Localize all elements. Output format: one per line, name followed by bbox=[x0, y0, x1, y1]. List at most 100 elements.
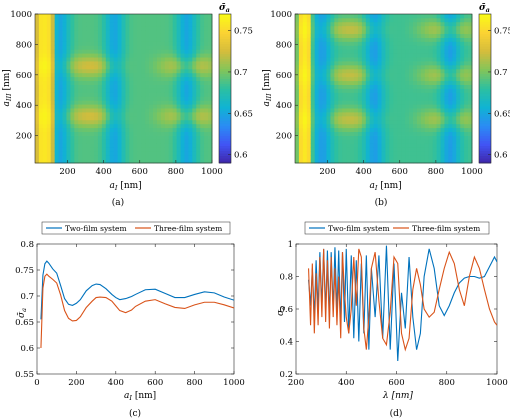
heatmap-cell bbox=[133, 108, 138, 113]
heatmap-cell bbox=[149, 147, 154, 152]
heatmap-cell bbox=[444, 127, 449, 133]
heatmap-cell bbox=[318, 159, 323, 164]
legend-entry: Three-film system bbox=[412, 224, 480, 233]
heatmap-cell bbox=[94, 155, 99, 160]
heatmap-cell bbox=[109, 135, 115, 140]
heatmap-cell bbox=[153, 61, 158, 66]
heatmap-cell bbox=[393, 64, 398, 70]
heatmap-cell bbox=[464, 155, 469, 160]
heatmap-cell bbox=[460, 139, 465, 144]
heatmap-cell bbox=[192, 14, 197, 19]
heatmap-cell bbox=[405, 119, 410, 125]
heatmap-cell bbox=[82, 123, 87, 129]
heatmap-cell bbox=[204, 68, 209, 74]
heatmap-cell bbox=[322, 127, 327, 133]
heatmap-cell bbox=[137, 72, 142, 78]
heatmap-cell bbox=[121, 108, 126, 113]
heatmap-cell bbox=[141, 92, 146, 97]
heatmap-cell bbox=[354, 53, 359, 58]
heatmap-cell bbox=[456, 123, 461, 129]
heatmap-cell bbox=[385, 159, 390, 164]
heatmap-cell bbox=[125, 115, 130, 121]
heatmap-cell bbox=[342, 96, 347, 101]
heatmap-cell bbox=[149, 25, 154, 31]
heatmap-cell bbox=[369, 61, 375, 66]
heatmap-cell bbox=[62, 76, 67, 82]
heatmap-cell bbox=[420, 159, 426, 164]
heatmap-cell bbox=[137, 155, 142, 160]
colorbar-segment bbox=[219, 93, 231, 97]
heatmap-cell bbox=[172, 57, 177, 62]
heatmap-cell bbox=[468, 76, 473, 82]
heatmap-cell bbox=[338, 21, 343, 27]
heatmap-cell bbox=[295, 100, 300, 105]
heatmap-cell bbox=[381, 104, 386, 109]
heatmap-cell bbox=[346, 80, 351, 85]
colorbar-tick-label: 0.7 bbox=[494, 68, 508, 78]
heatmap-cell bbox=[432, 68, 437, 74]
heatmap-cell bbox=[192, 159, 197, 164]
heatmap-cell bbox=[160, 96, 166, 101]
heatmap-cell bbox=[160, 72, 166, 78]
heatmap-cell bbox=[180, 14, 185, 19]
heatmap-cell bbox=[35, 49, 40, 54]
heatmap-cell bbox=[326, 119, 331, 125]
heatmap-cell bbox=[164, 33, 170, 38]
heatmap-cell bbox=[109, 80, 115, 85]
heatmap-cell bbox=[357, 131, 363, 136]
heatmap-cell bbox=[330, 143, 335, 148]
heatmap-cell bbox=[180, 45, 185, 50]
heatmap-cell bbox=[192, 57, 197, 62]
heatmap-cell bbox=[373, 17, 378, 23]
heatmap-cell bbox=[428, 61, 434, 66]
heatmap-cell bbox=[50, 147, 56, 152]
heatmap-cell bbox=[409, 14, 414, 19]
heatmap-cell bbox=[196, 53, 201, 58]
heatmap-cell bbox=[350, 147, 355, 152]
heatmap-cell bbox=[164, 139, 170, 144]
heatmap-cell bbox=[196, 139, 201, 144]
heatmap-cell bbox=[428, 143, 434, 148]
heatmap-cell bbox=[401, 61, 406, 66]
heatmap-cell bbox=[94, 14, 99, 19]
colorbar-segment bbox=[219, 63, 231, 67]
heatmap-cell bbox=[330, 127, 335, 133]
heatmap-cell bbox=[416, 151, 422, 156]
heatmap-cell bbox=[405, 151, 410, 156]
heatmap-cell bbox=[50, 155, 56, 160]
heatmap-cell bbox=[180, 76, 185, 82]
heatmap-cell bbox=[156, 92, 162, 97]
heatmap-cell bbox=[452, 159, 457, 164]
heatmap-cell bbox=[160, 108, 166, 113]
heatmap-cell bbox=[164, 49, 170, 54]
colorbar-segment bbox=[219, 148, 231, 151]
heatmap-cell bbox=[97, 57, 103, 62]
heatmap-cell bbox=[302, 143, 308, 148]
heatmap-cell bbox=[117, 64, 122, 70]
heatmap-cell bbox=[129, 155, 134, 160]
heatmap-cell bbox=[113, 41, 118, 46]
heatmap-cell bbox=[180, 53, 185, 58]
heatmap-cell bbox=[200, 61, 205, 66]
heatmap-cell bbox=[322, 72, 327, 78]
heatmap-cell bbox=[326, 33, 331, 38]
heatmap-cell bbox=[298, 14, 304, 19]
heatmap-cell bbox=[38, 25, 44, 31]
heatmap-cell bbox=[385, 119, 390, 125]
heatmap-cell bbox=[397, 100, 402, 105]
heatmap-cell bbox=[113, 108, 118, 113]
heatmap-cell bbox=[156, 127, 162, 133]
heatmap-cell bbox=[369, 135, 375, 140]
heatmap-cell bbox=[405, 14, 410, 19]
heatmap-cell bbox=[164, 29, 170, 34]
heatmap-cell bbox=[94, 104, 99, 109]
heatmap-cell bbox=[38, 61, 44, 66]
heatmap-cell bbox=[62, 61, 67, 66]
heatmap-cell bbox=[456, 108, 461, 113]
heatmap-cell bbox=[377, 14, 382, 19]
heatmap-cell bbox=[420, 49, 426, 54]
colorbar-segment bbox=[479, 86, 491, 89]
heatmap-cell bbox=[401, 131, 406, 136]
heatmap-cell bbox=[156, 96, 162, 101]
heatmap-cell bbox=[448, 115, 453, 121]
